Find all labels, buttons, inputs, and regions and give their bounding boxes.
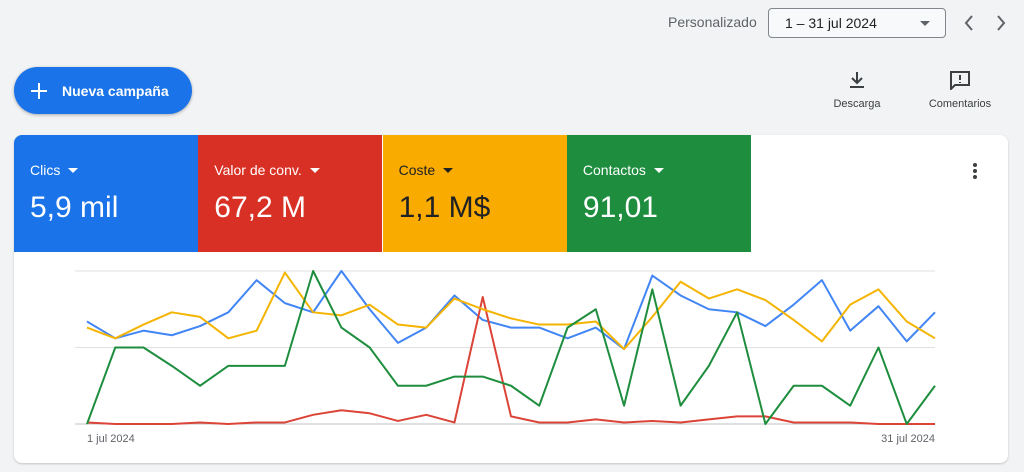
button-label: Nueva campaña [62, 83, 169, 99]
scorecard[interactable]: Contactos 91,01 [566, 135, 751, 252]
comments-label: Comentarios [928, 98, 992, 110]
dropdown-arrow [920, 21, 930, 26]
nav-arrows[interactable] [958, 12, 1018, 34]
more-menu[interactable] [972, 162, 978, 180]
metric-total: 1,1 M$ [398, 191, 491, 224]
dropdown-arrow [68, 168, 79, 174]
download-label: Descarga [833, 98, 881, 110]
comments-button[interactable]: Comentarios [915, 70, 1005, 110]
series-line [86, 271, 936, 351]
chart-card: Clics 5,9 mil Valor de conv. 67,2 M Coste … [14, 135, 1008, 463]
scorecard-label: Clics [30, 162, 79, 178]
scorecard[interactable]: Valor de conv. 67,2 M [198, 135, 383, 252]
series-line [86, 270, 936, 351]
dropdown-arrow [443, 168, 454, 174]
metric-total: 67,2 M [214, 191, 307, 224]
metric-total: 5,9 mil [30, 191, 119, 224]
date-picker[interactable]: 1 – 31 jul 2024 [768, 8, 946, 38]
x-tick-label: 31 jul 2024 [881, 433, 935, 445]
scorecard[interactable]: Coste 1,1 M$ [382, 135, 567, 252]
metric-name: Coste [398, 162, 436, 178]
metric-name: Contactos [582, 162, 646, 178]
download-icon [850, 72, 864, 88]
metric-name: Valor de conv. [214, 162, 302, 178]
scorecard-label: Coste [398, 162, 454, 178]
scorecard[interactable]: Clics 5,9 mil [14, 135, 198, 252]
scorecard-label: Contactos [583, 162, 664, 178]
scorecard-label: Valor de conv. [214, 162, 320, 178]
dropdown-arrow [653, 168, 664, 174]
comments-icon [950, 71, 970, 92]
new-campaign-button[interactable]: Nueva campaña [14, 67, 192, 114]
series-line [86, 270, 936, 425]
metric-total: 91,01 [582, 191, 658, 224]
range-label: Personalizado [668, 14, 757, 30]
metric-name: Clics [30, 162, 61, 178]
plus-icon [31, 83, 47, 99]
date-range: 1 – 31 jul 2024 [785, 15, 877, 31]
download-button[interactable]: Descarga [812, 70, 902, 110]
x-tick-label: 1 jul 2024 [87, 433, 135, 445]
dropdown-arrow [309, 168, 320, 174]
series-line [86, 296, 935, 425]
